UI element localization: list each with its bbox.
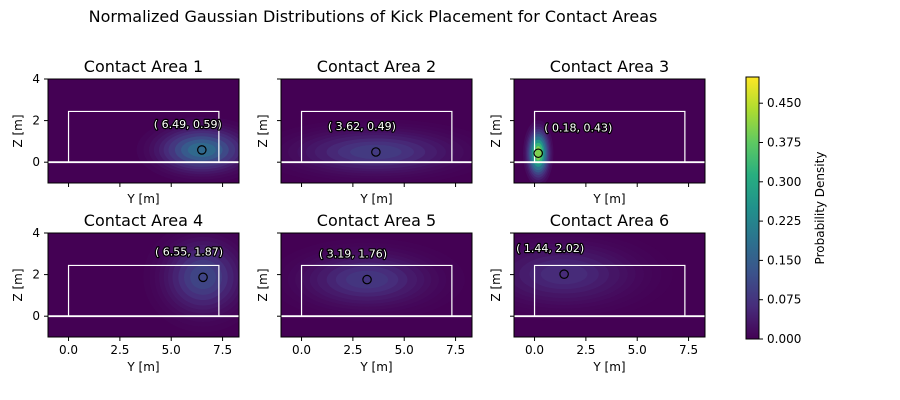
density-contours [281,118,472,183]
density-contour [190,265,216,290]
goal-frame [533,264,686,317]
mean-label: ( 0.18, 0.43) [544,121,612,134]
x-tick-label: 2.5 [343,343,362,357]
mean-label: ( 6.49, 0.59) [154,118,222,131]
subplot-contact-area-6: ( 1.44, 2.02) Contact Area 6 0.0 2.5 5.0 7.5 Y… [489,211,706,374]
colorbar-tick-label: 0.300 [767,175,801,189]
mean-marker [362,274,372,285]
subplots-grid: ( 6.49, 0.59) Contact Area 1 0 2 4 Y [m] Z [m]… [11,57,706,374]
subplot-contact-area-2: ( 3.62, 0.49) Contact Area 2 Y [m] Z [m] [256,57,473,206]
mean-label: ( 3.62, 0.49) [328,120,396,133]
mean-label: ( 3.19, 1.76) [319,248,387,261]
density-contours [281,238,465,321]
x-tick-label: 7.5 [446,343,465,357]
subplot-contact-area-1: ( 6.49, 0.59) Contact Area 1 0 2 4 Y [m] Z [m] [11,57,240,206]
colorbar-tick-label: 0.075 [767,293,801,307]
axes-frame [47,78,240,184]
y-tick-label: 4 [32,72,40,86]
axes-frame [513,78,706,184]
colorbar: 0.000 0.075 0.150 0.225 0.300 0.375 0.450 Proba… [745,76,827,346]
x-axis-label: Y [m] [592,192,625,206]
goal-frame [533,110,686,163]
x-axis-label: Y [m] [592,360,625,374]
y-tick-label: 0 [32,309,40,323]
x-tick-label: 7.5 [213,343,232,357]
colorbar-tick-label: 0.375 [767,136,801,150]
density-contours [514,233,673,321]
goal-frame [67,110,220,163]
x-axis-label: Y [m] [359,192,392,206]
x-tick-label: 2.5 [576,343,595,357]
x-axis-label: Y [m] [126,192,159,206]
y-axis-label: Z [m] [11,114,25,147]
x-tick-label: 2.5 [110,343,129,357]
colorbar-tick-label: 0.000 [767,332,801,346]
colorbar-gradient [745,76,760,340]
mean-marker [371,147,381,157]
colorbar-tick-label: 0.225 [767,214,801,228]
subplot-contact-area-3: ( 0.18, 0.43) Contact Area 3 Y [m] Z [m] [489,57,706,206]
density-contour [187,142,216,158]
y-tick-label: 2 [32,268,40,282]
y-tick-label: 2 [32,114,40,128]
x-tick-label: 5.0 [162,343,181,357]
density-contour [540,264,588,285]
mean-marker [198,272,208,283]
axes-frame [280,232,473,338]
y-axis-label: Z [m] [256,114,270,147]
y-axis-label: Z [m] [489,114,503,147]
y-tick-label: 0 [32,155,40,169]
x-tick-label: 0.0 [59,343,78,357]
colorbar-tick-label: 0.150 [767,253,801,267]
axes-frame [513,232,706,338]
x-tick-label: 7.5 [679,343,698,357]
subplot-title: Contact Area 3 [550,57,669,76]
subplot-title: Contact Area 2 [317,57,436,76]
mean-marker [559,269,569,279]
goal-frame [300,110,453,163]
figure-title: Normalized Gaussian Distributions of Kic… [89,7,658,26]
axes-frame [280,78,473,184]
x-tick-label: 5.0 [628,343,647,357]
x-tick-label: 0.0 [525,343,544,357]
goal-frame [67,264,220,317]
colorbar-tick-label: 0.450 [767,96,801,110]
subplot-title: Contact Area 5 [317,211,436,230]
subplot-title: Contact Area 4 [84,211,203,230]
mean-marker [197,145,207,155]
subplot-title: Contact Area 1 [84,57,203,76]
x-tick-label: 0.0 [292,343,311,357]
density-contour [345,270,389,289]
colorbar-label: Probability Density [813,152,827,265]
goal-frame [300,264,453,317]
y-axis-label: Z [m] [11,268,25,301]
x-axis-label: Y [m] [126,360,159,374]
density-contour [534,146,542,161]
y-axis-label: Z [m] [489,268,503,301]
subplot-contact-area-5: ( 3.19, 1.76) Contact Area 5 0.0 2.5 5.0 7.5 Y… [256,211,473,374]
mean-label: ( 6.55, 1.87) [155,245,223,258]
density-contour [350,144,402,160]
x-tick-label: 5.0 [395,343,414,357]
x-axis-label: Y [m] [359,360,392,374]
subplot-title: Contact Area 6 [550,211,669,230]
subplot-contact-area-4: ( 6.55, 1.87) Contact Area 4 0.0 2.5 5.0 7.5 0… [11,211,240,374]
y-axis-label: Z [m] [256,268,270,301]
mean-marker [533,148,544,159]
mean-label: ( 1.44, 2.02) [516,242,584,255]
y-tick-label: 4 [32,226,40,240]
axes-frame [47,232,240,338]
